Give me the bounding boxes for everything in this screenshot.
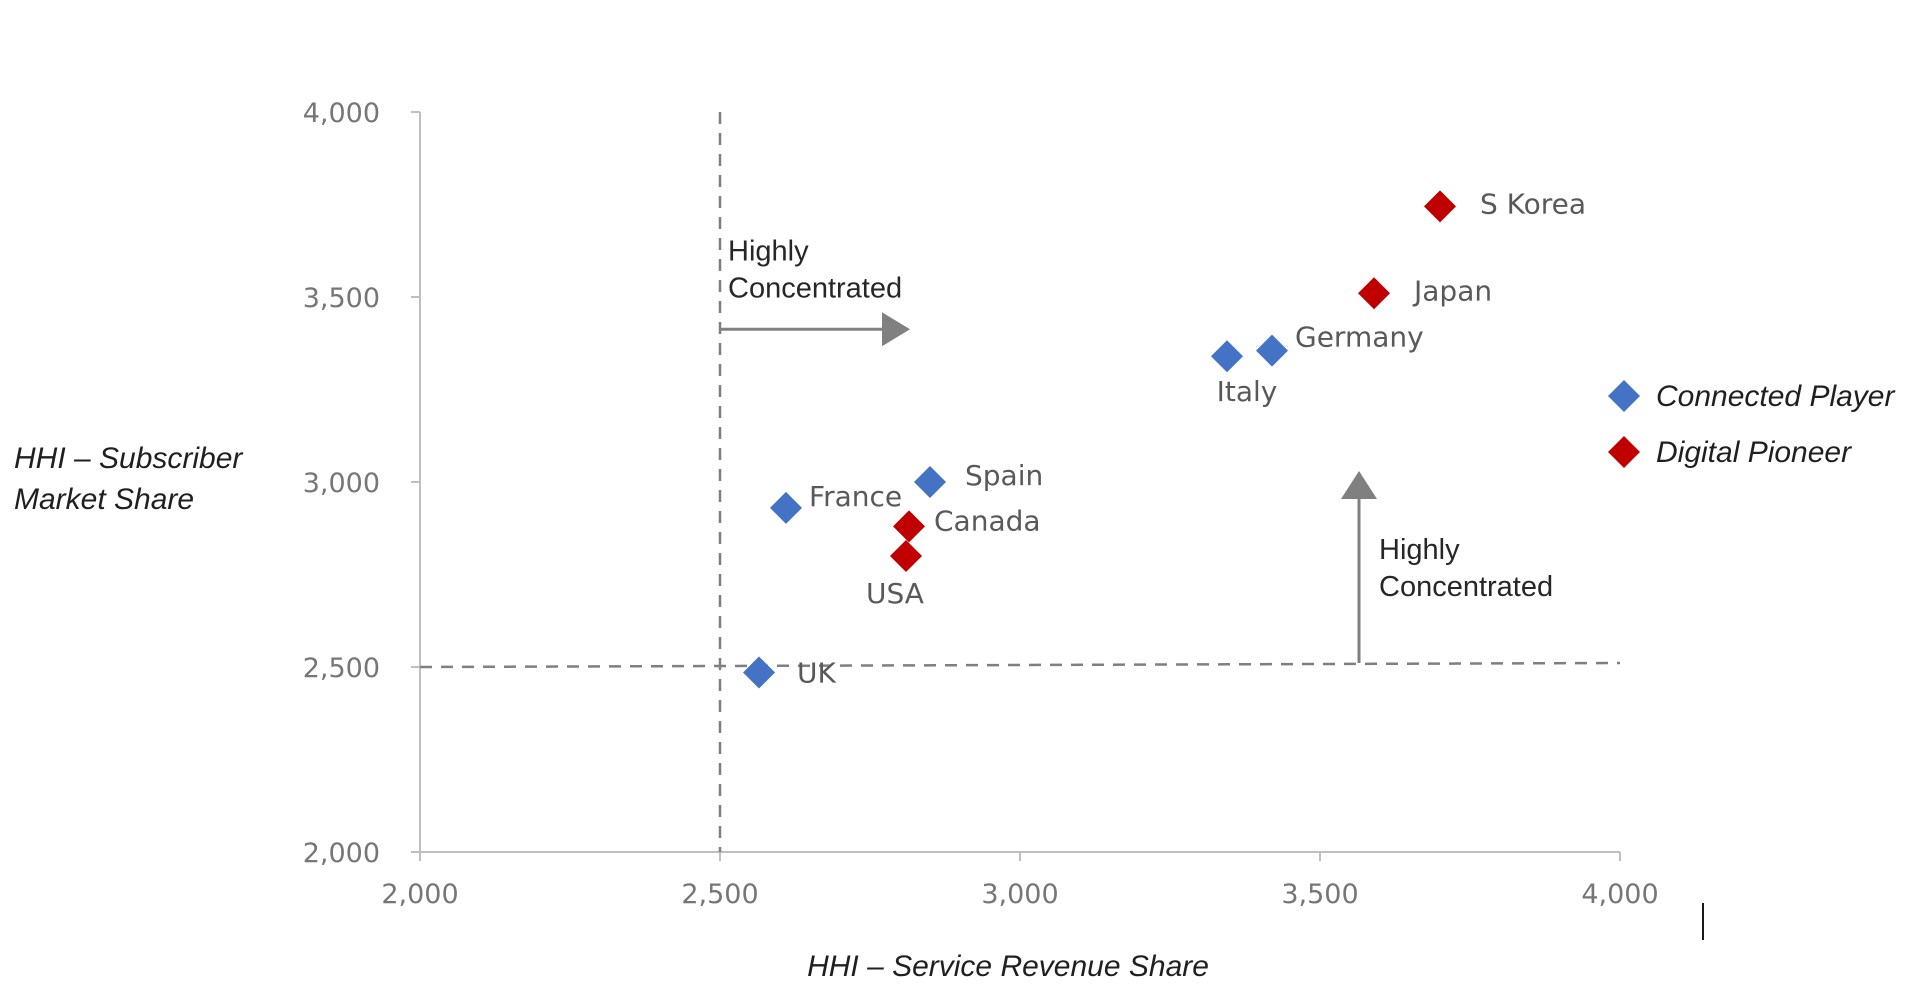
point-label: France [809,480,902,513]
point-label: USA [866,577,924,610]
up-arrow-head [1341,471,1377,499]
annotation-text-line: Highly [728,235,809,267]
y-tick-label: 2,000 [303,838,380,869]
data-points: UK France Spain Italy Germany USA Canada Japan S… [743,187,1586,690]
connected-player-point [1211,340,1243,373]
annotation-text-line: Concentrated [728,272,902,304]
point-label: S Korea [1480,187,1586,220]
horizontal-threshold-line [419,661,1621,669]
point-label: Italy [1217,375,1278,408]
x-tick-label: 4,000 [1581,879,1658,910]
annotation-text-line: Concentrated [1379,571,1553,603]
connected-player-point [770,491,802,524]
digital-pioneer-point [1358,277,1390,310]
digital-pioneer-point [893,510,925,543]
x-axis-title: HHI – Service Revenue Share [807,950,1209,983]
y-tick-label: 3,500 [303,283,380,314]
x-tick-label: 2,500 [681,879,758,910]
annotations: Highly Concentrated Highly Concentrated [720,235,1553,663]
point-label: Spain [965,459,1043,492]
x-tick-label: 3,500 [1281,879,1358,910]
connected-player-point [914,466,946,498]
digital-pioneer-point [890,540,922,572]
x-tick-label: 2,000 [381,879,458,910]
legend-marker [1608,436,1640,468]
annotation-text-line: Highly [1379,534,1460,566]
digital-pioneer-point [1424,190,1456,223]
reference-lines [419,112,1621,852]
axes: 2,000 2,500 3,000 3,500 4,000 2,000 2,500 3,000… [303,98,1659,910]
legend: Connected Player Digital Pioneer [1608,380,1895,469]
point-label: Canada [934,504,1041,537]
legend-marker [1608,380,1640,412]
point-label: Germany [1295,321,1424,354]
legend-label: Connected Player [1656,380,1895,413]
legend-label: Digital Pioneer [1656,436,1852,469]
x-tick-label: 3,000 [981,879,1058,910]
y-tick-label: 4,000 [303,98,380,129]
point-label: UK [797,657,836,690]
y-tick-label: 3,000 [303,468,380,499]
connected-player-point [743,656,775,689]
connected-player-point [1256,334,1288,367]
y-tick-label: 2,500 [303,653,380,684]
y-axis-title-line-2: Market Share [14,483,194,516]
right-arrow-head [882,312,910,347]
y-axis-title-line-1: HHI – Subscriber [14,442,243,475]
point-label: Japan [1412,274,1492,307]
